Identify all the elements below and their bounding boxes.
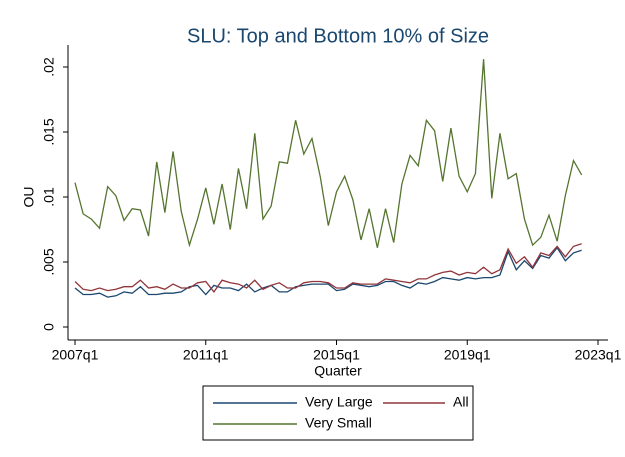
y-tick-label: .005 [41, 248, 57, 275]
x-tick-label: 2007q1 [52, 347, 99, 363]
x-tick-label: 2011q1 [183, 347, 229, 363]
y-tick-label: .01 [41, 187, 57, 207]
series-line [74, 59, 583, 248]
legend-label: All [453, 394, 469, 410]
x-tick-label: 2015q1 [313, 347, 360, 363]
y-tick-label: .015 [41, 118, 57, 145]
chart-title: SLU: Top and Bottom 10% of Size [187, 25, 489, 47]
series-line [74, 246, 582, 298]
y-axis-title: OU [21, 187, 37, 208]
legend-label: Very Large [305, 394, 373, 410]
legend-label: Very Small [305, 415, 372, 431]
y-tick-label: 0 [41, 323, 57, 331]
series-line [74, 243, 582, 293]
y-tick-label: .02 [41, 57, 57, 77]
x-axis-title: Quarter [314, 363, 362, 379]
x-tick-label: 2023q1 [575, 347, 622, 363]
x-tick-label: 2019q1 [444, 347, 491, 363]
legend-box [202, 385, 474, 441]
